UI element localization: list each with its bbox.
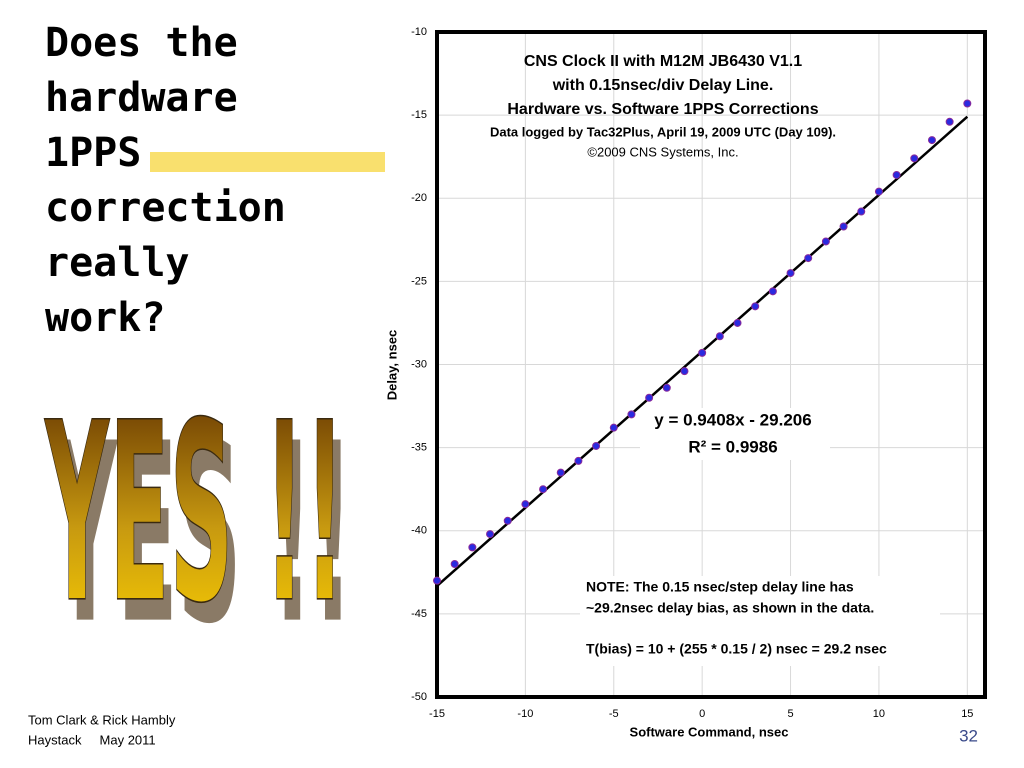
heading-line: work? [45, 295, 165, 341]
chart: -15 -10 -5 0 5 10 15-10-15-20-25-30-35-40-45-5… [384, 26, 987, 739]
heading-line: hardware [45, 75, 238, 121]
point [821, 237, 830, 246]
y-tick-label: -45 [411, 608, 427, 620]
point [945, 117, 954, 126]
y-tick-label: -35 [411, 442, 427, 454]
r-squared: R² = 0.9986 [688, 437, 777, 456]
note-line: ~29.2nsec delay bias, as shown in the da… [586, 600, 874, 616]
x-tick-label: 0 [699, 708, 705, 720]
point [857, 207, 866, 216]
y-tick-label: -50 [411, 691, 427, 703]
point [910, 154, 919, 163]
point [609, 423, 618, 432]
y-tick-label: -25 [411, 275, 427, 287]
point [503, 516, 512, 525]
heading-line: Does the [45, 20, 238, 66]
chart-subtitle: ©2009 CNS Systems, Inc. [587, 144, 738, 159]
x-tick-label: 15 [961, 708, 973, 720]
heading-line: really [45, 240, 190, 286]
banner-group: YES !! YES !! [44, 370, 353, 679]
plot-frame [435, 30, 987, 699]
point [733, 318, 742, 327]
point [433, 576, 441, 585]
point [963, 99, 972, 108]
note-line: NOTE: The 0.15 nsec/step delay line has [586, 579, 854, 595]
banner: YES !! [44, 370, 345, 658]
x-tick-label: -5 [609, 708, 619, 720]
point [698, 348, 707, 357]
y-tick-label: -15 [411, 109, 427, 121]
point [927, 136, 936, 145]
x-tick-label: -15 [429, 708, 445, 720]
point [874, 187, 883, 196]
x-axis-label: Software Command, nsec [630, 724, 789, 739]
x-tick-label: -10 [517, 708, 533, 720]
point [839, 222, 848, 231]
point [786, 269, 795, 278]
note-line: T(bias) = 10 + (255 * 0.15 / 2) nsec = 2… [586, 641, 887, 657]
point [539, 485, 548, 494]
point [592, 441, 601, 450]
y-tick-label: -40 [411, 525, 427, 537]
point [892, 170, 901, 179]
highlighter [150, 152, 385, 172]
x-tick-label: 10 [873, 708, 885, 720]
y-axis-label: Delay, nsec [384, 330, 399, 401]
point [627, 410, 636, 419]
footer-venue: Haystack May 2011 [28, 732, 156, 747]
equation-bg [640, 408, 830, 460]
chart-title: CNS Clock II with M12M JB6430 V1.1 [524, 53, 802, 70]
point [468, 543, 477, 552]
point [662, 383, 671, 392]
point [521, 500, 530, 509]
point [556, 468, 565, 477]
banner-shadow: YES !! [52, 391, 353, 679]
point [804, 254, 813, 263]
heading-line: 1PPS [45, 130, 141, 176]
heading-line: correction [45, 185, 286, 231]
point [645, 393, 654, 402]
point [574, 456, 583, 465]
note-bg [580, 576, 940, 666]
y-tick-label: -10 [411, 26, 427, 38]
point [680, 367, 689, 376]
footer-author: Tom Clark & Rick Hambly [28, 712, 176, 727]
point [751, 302, 760, 311]
chart-title: Hardware vs. Software 1PPS Corrections [507, 101, 818, 118]
point [486, 530, 495, 539]
y-tick-label: -20 [411, 192, 427, 204]
point [715, 332, 724, 341]
x-tick-label: 5 [787, 708, 793, 720]
point [450, 560, 459, 568]
point [768, 287, 777, 296]
page-number: 32 [959, 726, 978, 745]
trend-equation: y = 0.9408x - 29.206 [654, 410, 811, 429]
chart-subtitle: Data logged by Tac32Plus, April 19, 2009… [490, 124, 836, 139]
chart-title: with 0.15nsec/div Delay Line. [552, 77, 774, 94]
y-tick-label: -30 [411, 358, 427, 370]
